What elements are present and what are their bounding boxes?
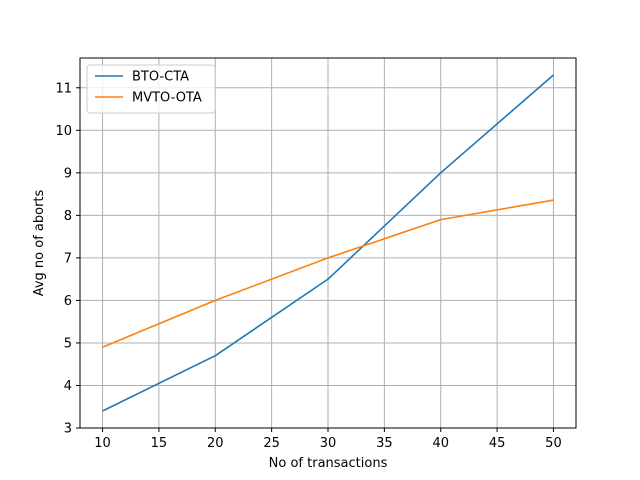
y-tick-label: 10 xyxy=(55,124,72,139)
legend: BTO-CTA MVTO-OTA xyxy=(86,64,216,114)
y-axis-ticks: 3 4 5 6 7 8 9 10 11 xyxy=(55,81,80,437)
y-tick-label: 6 xyxy=(64,294,72,309)
legend-label-2: MVTO-OTA xyxy=(132,91,202,106)
x-tick-label: 35 xyxy=(376,436,393,451)
series-lines xyxy=(102,74,554,412)
x-tick-label: 10 xyxy=(94,436,111,451)
y-tick-label: 5 xyxy=(64,336,72,351)
legend-box xyxy=(86,64,216,114)
legend-label-1: BTO-CTA xyxy=(132,70,189,85)
grid-lines xyxy=(80,58,576,429)
x-tick-label: 15 xyxy=(151,436,168,451)
x-tick-label: 20 xyxy=(207,436,224,451)
x-tick-label: 30 xyxy=(320,436,337,451)
x-tick-label: 25 xyxy=(263,436,280,451)
x-tick-label: 45 xyxy=(489,436,506,451)
y-tick-label: 8 xyxy=(64,209,72,224)
x-axis-label: No of transactions xyxy=(269,456,388,471)
y-tick-label: 7 xyxy=(64,251,72,266)
series-line-1 xyxy=(102,74,554,412)
y-tick-label: 11 xyxy=(55,81,72,96)
x-axis-ticks: 10 15 20 25 30 35 40 45 50 xyxy=(94,428,562,451)
y-tick-label: 9 xyxy=(64,166,72,181)
x-tick-label: 50 xyxy=(545,436,562,451)
x-tick-label: 40 xyxy=(432,436,449,451)
series-line-2 xyxy=(102,199,554,348)
y-tick-label: 4 xyxy=(64,379,72,394)
y-axis-label: Avg no of aborts xyxy=(32,189,47,296)
y-tick-label: 3 xyxy=(64,422,72,437)
